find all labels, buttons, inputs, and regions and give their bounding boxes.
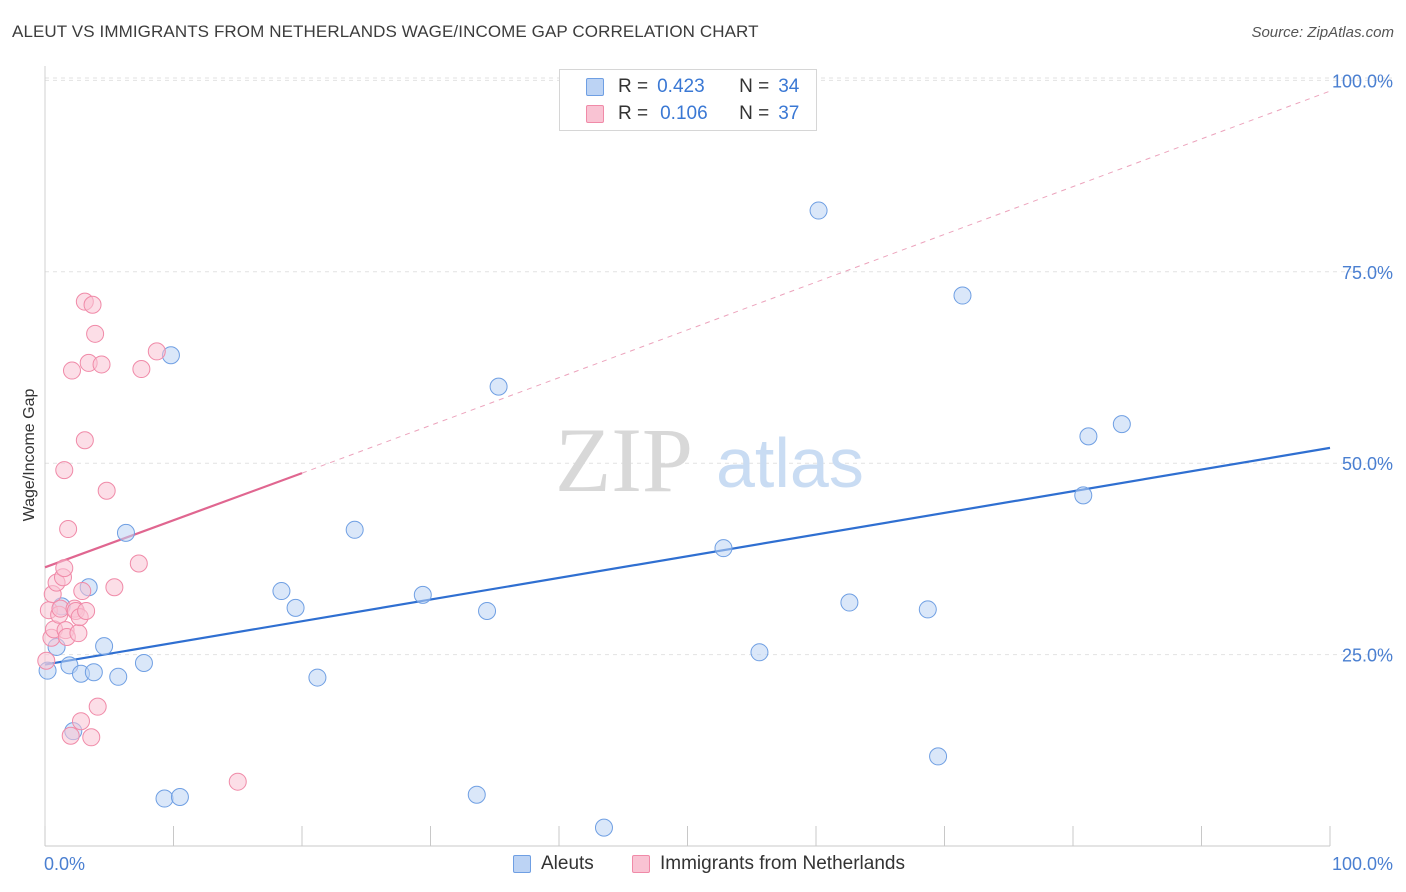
netherlands-data-point	[97, 481, 116, 500]
data-points	[37, 201, 1131, 837]
y-tick-label: 50.0%	[1342, 454, 1393, 474]
aleut-data-point	[109, 667, 128, 686]
netherlands-data-point	[62, 361, 81, 380]
aleut-data-point	[155, 789, 174, 808]
netherlands-data-point	[75, 431, 94, 450]
legend-swatch-pink	[586, 105, 604, 123]
netherlands-data-point	[71, 712, 90, 731]
watermark: ZIP atlas	[555, 409, 864, 511]
legend-row-netherlands: R = 0.106 N = 37	[586, 102, 800, 126]
netherlands-data-point	[55, 461, 74, 480]
aleut-data-point	[594, 818, 613, 837]
x-tick-label: 100.0%	[1332, 854, 1393, 874]
legend-r-label: R =	[618, 76, 649, 97]
legend-label-aleuts: Aleuts	[541, 853, 594, 874]
netherlands-data-point	[59, 520, 78, 539]
legend-row-aleuts: R = 0.423 N = 34	[586, 75, 800, 99]
netherlands-data-point	[82, 728, 101, 747]
netherlands-data-point	[73, 582, 92, 601]
aleut-data-point	[308, 668, 327, 687]
aleut-data-point	[750, 643, 769, 662]
netherlands-data-point	[83, 295, 102, 314]
axes	[44, 66, 1331, 847]
aleut-data-point	[478, 601, 497, 620]
y-axis-label: Wage/Income Gap	[21, 389, 38, 522]
aleut-data-point	[953, 286, 972, 305]
bottom-legend-netherlands: Immigrants from Netherlands	[632, 852, 905, 876]
netherlands-data-point	[88, 697, 107, 716]
legend-r-label: R =	[618, 103, 649, 124]
watermark-atlas: atlas	[716, 424, 864, 502]
bottom-legend-aleuts: Aleuts	[513, 852, 594, 876]
netherlands-data-point	[86, 324, 105, 343]
legend-swatch-pink	[632, 855, 650, 873]
netherlands-data-point	[132, 360, 151, 379]
aleut-data-point	[1074, 486, 1093, 505]
legend-r-value: 0.423	[657, 76, 705, 97]
aleut-data-point	[170, 788, 189, 807]
netherlands-data-point	[147, 342, 166, 361]
gridlines	[45, 77, 1392, 656]
legend-r-value: 0.106	[660, 103, 708, 124]
trend-line	[44, 472, 303, 569]
aleut-data-point	[918, 600, 937, 619]
aleut-data-point	[116, 523, 135, 542]
netherlands-data-point	[105, 578, 124, 597]
trend-line	[44, 446, 1331, 666]
trend-line	[301, 90, 1331, 474]
legend-swatch-blue	[513, 855, 531, 873]
netherlands-data-point	[61, 726, 80, 745]
netherlands-data-point	[228, 772, 247, 791]
chart-title: ALEUT VS IMMIGRANTS FROM NETHERLANDS WAG…	[12, 22, 759, 41]
x-tick-label: 0.0%	[44, 854, 85, 874]
netherlands-data-point	[77, 601, 96, 620]
aleut-data-point	[413, 585, 432, 604]
netherlands-data-point	[69, 624, 88, 643]
aleut-data-point	[489, 377, 508, 396]
y-tick-label: 25.0%	[1342, 646, 1393, 666]
aleut-data-point	[1112, 415, 1131, 434]
y-tick-label: 100.0%	[1332, 71, 1393, 91]
aleut-data-point	[272, 582, 291, 601]
netherlands-data-point	[129, 554, 148, 573]
y-tick-label: 75.0%	[1342, 263, 1393, 283]
legend-n-label: N =	[739, 76, 770, 97]
aleut-data-point	[286, 598, 305, 617]
watermark-zip: ZIP	[555, 409, 693, 511]
trend-lines	[44, 90, 1331, 666]
legend-n-value: 34	[778, 76, 800, 97]
aleut-data-point	[95, 637, 114, 656]
aleut-data-point	[134, 654, 153, 673]
legend-label-netherlands: Immigrants from Netherlands	[660, 853, 905, 874]
aleut-data-point	[809, 201, 828, 220]
aleut-data-point	[929, 747, 948, 766]
aleut-data-point	[714, 539, 733, 558]
netherlands-data-point	[55, 559, 74, 578]
legend-swatch-blue	[586, 78, 604, 96]
aleut-data-point	[345, 520, 364, 539]
legend-n-label: N =	[739, 103, 770, 124]
netherlands-data-point	[92, 355, 111, 374]
aleut-data-point	[840, 593, 859, 612]
aleut-data-point	[84, 663, 103, 682]
legend-n-value: 37	[778, 103, 800, 124]
aleut-data-point	[467, 785, 486, 804]
correlation-legend: R = 0.423 N = 34 R = 0.106 N = 37	[559, 69, 817, 131]
netherlands-data-point	[37, 651, 56, 670]
tick-labels: 25.0% 50.0% 75.0% 100.0% 0.0% 100.0%	[44, 71, 1393, 874]
source-label: Source: ZipAtlas.com	[1251, 24, 1394, 41]
aleut-data-point	[1079, 427, 1098, 446]
